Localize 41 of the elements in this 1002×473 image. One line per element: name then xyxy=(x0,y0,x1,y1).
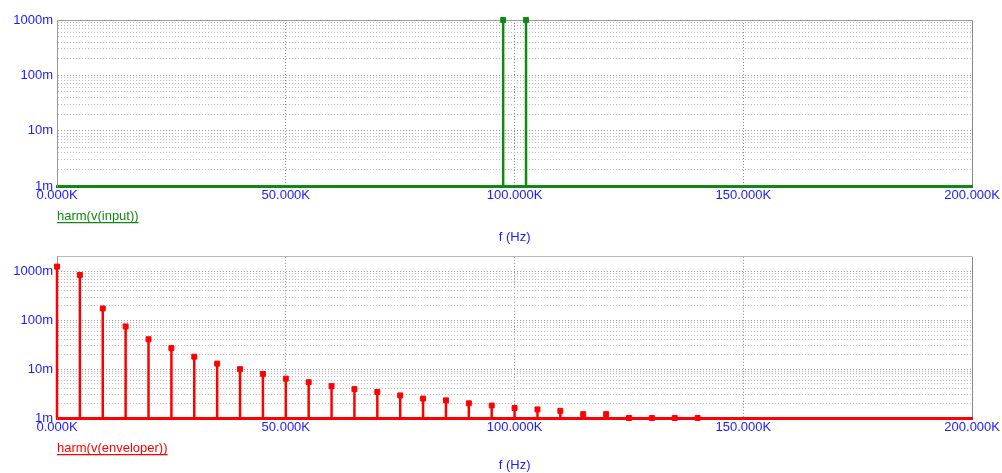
text: harm(v(enveloper)) xyxy=(57,440,168,455)
x-tick-label: 50.000K xyxy=(261,419,311,435)
x-tick-label: 200.000K xyxy=(944,187,1001,203)
point xyxy=(145,336,152,343)
point xyxy=(76,271,83,278)
point xyxy=(99,305,106,312)
point xyxy=(465,400,472,407)
y-tick-label: 100m xyxy=(20,311,53,327)
y-tick-label: 10m xyxy=(27,360,53,376)
x-tick-label: 150.000K xyxy=(715,419,772,435)
point xyxy=(374,389,381,396)
point xyxy=(488,402,495,409)
point xyxy=(534,406,541,413)
point xyxy=(442,397,449,404)
x-tick-label: 50.000K xyxy=(261,187,311,203)
point xyxy=(168,345,175,352)
point xyxy=(328,383,335,390)
point xyxy=(282,375,289,382)
point xyxy=(259,370,266,377)
x-tick-label: 150.000K xyxy=(715,187,772,203)
y-tick-label: 100m xyxy=(20,66,53,82)
x-tick-label: 200.000K xyxy=(944,419,1001,435)
y-tick-label: 1000m xyxy=(13,11,53,27)
point xyxy=(54,263,60,270)
point xyxy=(420,395,427,402)
y-tick-label: 1000m xyxy=(13,263,53,279)
point xyxy=(305,379,312,386)
point xyxy=(237,366,244,373)
point xyxy=(191,353,198,360)
point xyxy=(214,360,221,367)
point xyxy=(351,386,358,393)
point xyxy=(397,392,404,399)
x-axis-title: f (Hz) xyxy=(498,456,531,472)
x-tick-label: 100.000K xyxy=(486,187,543,203)
x-tick-label: 100.000K xyxy=(486,419,543,435)
point xyxy=(511,405,518,412)
point xyxy=(122,323,129,330)
text: harm(v(input)) xyxy=(57,208,139,223)
point xyxy=(557,407,564,414)
y-tick-label: 10m xyxy=(27,122,53,138)
x-axis-title: f (Hz) xyxy=(498,228,531,244)
